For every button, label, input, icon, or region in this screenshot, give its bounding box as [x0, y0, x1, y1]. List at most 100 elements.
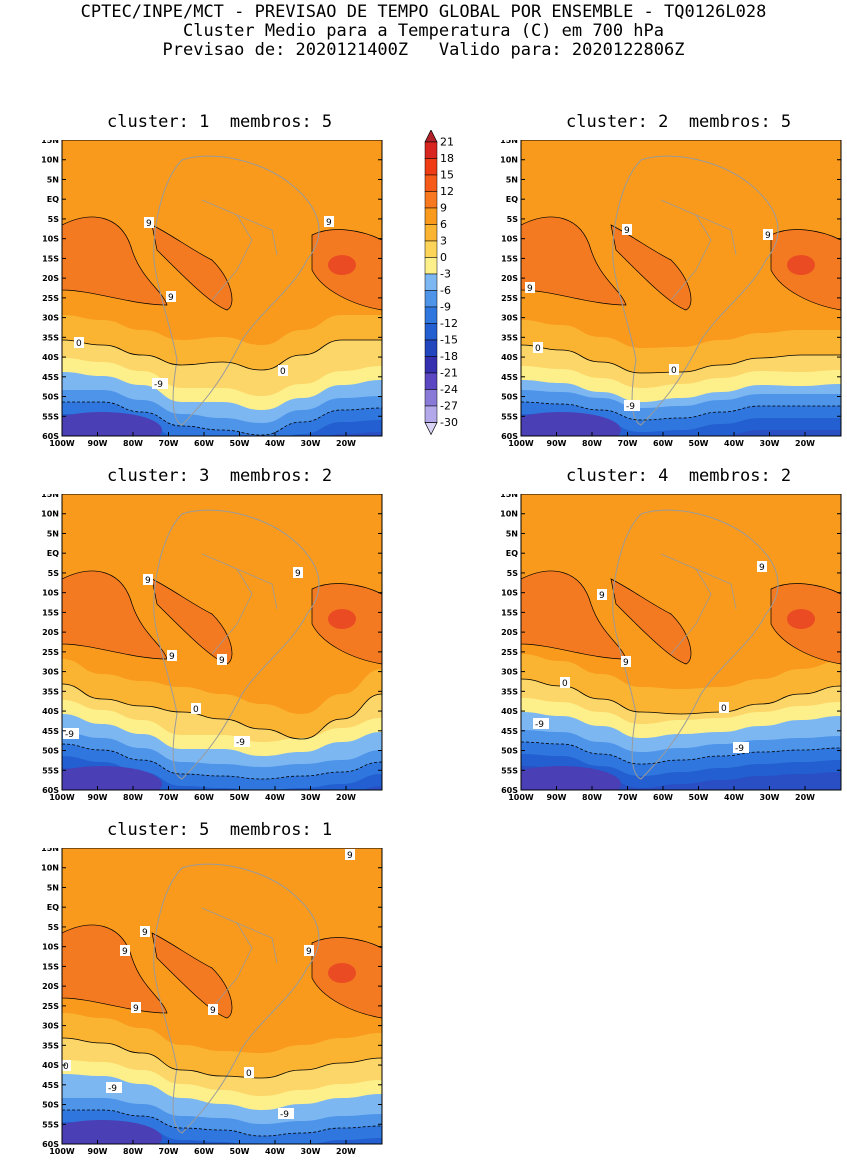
lon-label: 100W [49, 793, 75, 802]
colorbar-label: -24 [440, 383, 458, 396]
lat-label: 5S [48, 923, 60, 932]
colorbar-swatch [424, 191, 438, 209]
contour-label: -9 [154, 380, 163, 390]
lat-label: 25S [501, 294, 518, 303]
lon-label: 20W [795, 793, 815, 802]
colorbar-swatch [424, 389, 438, 407]
panel-title: cluster: 5 membros: 1 [107, 820, 333, 840]
lon-label: 80W [582, 439, 602, 448]
colorbar-swatch [424, 290, 438, 308]
lat-label: 15S [42, 962, 59, 971]
contour-label: 9 [133, 1004, 139, 1014]
colorbar-label: 15 [440, 169, 454, 182]
lat-label: 20S [42, 982, 59, 991]
colorbar-label: -9 [440, 301, 451, 314]
contour-label: -9 [65, 730, 74, 740]
colorbar-label: -3 [440, 268, 451, 281]
contour-label: 0 [280, 367, 286, 377]
colorbar-label: 0 [440, 251, 447, 264]
colorbar-label: 6 [440, 218, 447, 231]
colorbar: 21 18 15 12 9 6 3 0 -3 -6 -9 -12 -15 -18 -21 -24 -27 -30 [424, 130, 458, 436]
lon-label: 50W [230, 1147, 250, 1156]
colorbar-swatch [424, 158, 438, 176]
lat-label: 25S [42, 294, 59, 303]
lon-label: 20W [336, 793, 356, 802]
panel-title: cluster: 3 membros: 2 [107, 466, 333, 486]
lat-label: 25S [42, 648, 59, 657]
lon-label: 30W [301, 439, 321, 448]
colorbar-swatch [424, 207, 438, 225]
lon-label: 100W [508, 439, 534, 448]
lat-label: 35S [501, 333, 518, 342]
lat-label: 5S [507, 569, 519, 578]
lat-label: 55S [42, 412, 59, 421]
lat-label: 5N [506, 175, 518, 184]
colorbar-label: -15 [440, 334, 458, 347]
lat-label: 50S [42, 1101, 59, 1110]
lon-label: 40W [265, 793, 285, 802]
lon-label: 80W [123, 793, 143, 802]
lat-label: 10N [500, 510, 518, 519]
lat-label: 10N [41, 510, 59, 519]
lat-label: 15N [41, 848, 59, 853]
contour-label: 9 [168, 293, 174, 303]
lat-label: 50S [501, 393, 518, 402]
lat-label: 40S [501, 707, 518, 716]
lat-label: 5N [47, 175, 59, 184]
colorbar-swatch [424, 174, 438, 192]
lat-label: 45S [42, 1081, 59, 1090]
lat-label: 55S [501, 766, 518, 775]
lon-label: 20W [336, 1147, 356, 1156]
colorbar-label: 12 [440, 185, 454, 198]
lat-label: EQ [47, 549, 59, 558]
panel-title: cluster: 2 membros: 5 [566, 112, 792, 132]
contour-label: 0 [562, 679, 568, 689]
lat-label: 15N [41, 140, 59, 145]
contour-label: -9 [236, 738, 245, 748]
lat-label: 45S [501, 373, 518, 382]
lat-label: 50S [42, 393, 59, 402]
lon-label: 90W [88, 793, 108, 802]
lat-label: 10N [41, 156, 59, 165]
lon-label: 20W [795, 439, 815, 448]
lat-label: 10S [42, 235, 59, 244]
lat-label: 60S [42, 1140, 59, 1149]
lat-label: 30S [42, 668, 59, 677]
lat-label: 30S [501, 314, 518, 323]
header-line-3: Previsao de: 2020121400Z Valido para: 20… [162, 40, 685, 60]
lon-label: 60W [194, 1147, 214, 1156]
contour-label: 0 [76, 339, 82, 349]
colorbar-label: -30 [440, 416, 458, 429]
contour-label: 0 [721, 704, 727, 714]
lat-label: 35S [42, 687, 59, 696]
lat-label: 40S [501, 353, 518, 362]
lat-label: 5S [48, 569, 60, 578]
lat-label: 40S [42, 353, 59, 362]
contour-label: 9 [145, 576, 151, 586]
lon-label: 100W [49, 1147, 75, 1156]
lon-label: 70W [159, 439, 179, 448]
lat-label: 20S [501, 628, 518, 637]
contour-label: 9 [306, 947, 312, 957]
colorbar-label: -12 [440, 317, 458, 330]
colorbar-swatch [424, 372, 438, 390]
lat-label: 5N [47, 883, 59, 892]
lat-label: 60S [42, 786, 59, 795]
lon-label: 70W [159, 1147, 179, 1156]
lon-label: 40W [265, 1147, 285, 1156]
colorbar-swatch [424, 240, 438, 258]
contour-label: 9 [326, 218, 332, 228]
lat-label: 5S [507, 215, 519, 224]
lon-label: 50W [689, 439, 709, 448]
contour-label: 9 [169, 652, 175, 662]
temperature-map-panel: 999900-915N10N5NEQ5S10S15S20S25S30S35S40… [41, 140, 383, 448]
lat-label: 5N [506, 529, 518, 538]
lat-label: 20S [42, 628, 59, 637]
colorbar-top-arrow [424, 130, 438, 143]
lat-label: 55S [501, 412, 518, 421]
lat-label: 20S [42, 274, 59, 283]
lat-label: 15S [42, 608, 59, 617]
contour-label: 0 [246, 1069, 252, 1079]
panel-title: cluster: 1 membros: 5 [107, 112, 333, 132]
lat-label: EQ [506, 549, 518, 558]
